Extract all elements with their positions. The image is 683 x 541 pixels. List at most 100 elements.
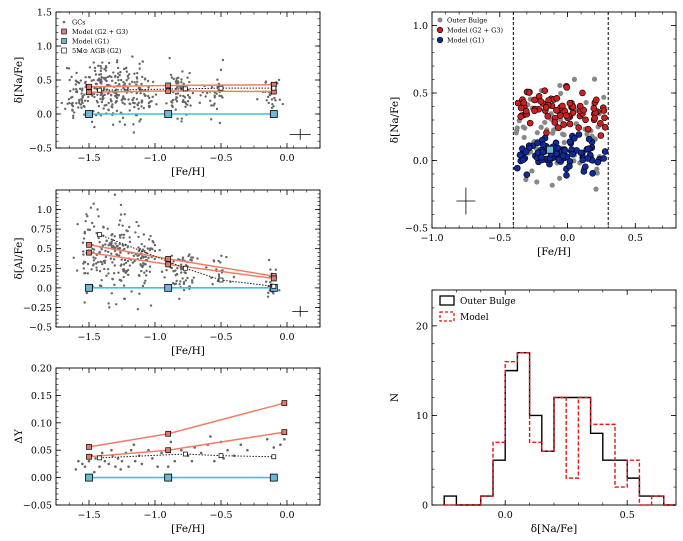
gc-point xyxy=(170,254,174,257)
gc-point xyxy=(91,221,94,225)
outer-bulge-point xyxy=(542,119,548,126)
gc-point xyxy=(103,93,106,97)
gc-point xyxy=(80,89,84,92)
legend-agb-marker xyxy=(61,47,67,54)
outer-bulge-panel: −1.0 −0.5 0.0 0.5−0.50.00.51.0[Fe/H]δ[Na/Fe… xyxy=(389,11,677,258)
gc-point xyxy=(119,251,122,254)
gc-point xyxy=(142,106,146,110)
model-g2g3-marker xyxy=(165,256,172,262)
gc-point xyxy=(140,462,144,466)
gc-point xyxy=(269,268,272,271)
gc-point xyxy=(156,465,159,468)
gc-point xyxy=(178,297,181,301)
gc-point xyxy=(213,102,216,105)
gc-point xyxy=(127,98,130,101)
gc-point xyxy=(126,74,130,78)
outer-bulge-point xyxy=(558,90,564,97)
legend-g1-marker xyxy=(436,36,444,44)
gc-point xyxy=(217,259,220,263)
gc-point xyxy=(143,245,146,248)
gc-point xyxy=(138,62,141,66)
gc-point xyxy=(126,86,130,90)
gc-point xyxy=(186,100,190,103)
gc-point xyxy=(218,94,221,98)
gc-point xyxy=(149,304,153,307)
plot-frame xyxy=(55,367,321,506)
model-g2g3-point xyxy=(560,121,567,128)
gc-point xyxy=(110,252,113,255)
gc-point xyxy=(128,102,132,106)
model-g2g3-point xyxy=(522,107,530,115)
gc-point xyxy=(180,120,183,123)
gc-point xyxy=(123,213,126,216)
gc-point xyxy=(118,236,122,239)
y-tick-label: 0 xyxy=(422,501,428,512)
gc-point xyxy=(118,120,121,123)
gc-point xyxy=(144,94,147,97)
gc-point xyxy=(272,446,276,449)
gc-point xyxy=(182,94,185,98)
gc-point xyxy=(105,79,108,83)
model-g1-marker xyxy=(85,283,93,292)
gc-point xyxy=(182,82,185,86)
gc-point xyxy=(112,272,116,275)
gc-point xyxy=(70,75,73,79)
gc-point xyxy=(181,277,184,280)
gc-point xyxy=(99,93,103,97)
gc-point xyxy=(95,262,98,265)
y-tick-label: 0.10 xyxy=(31,418,52,429)
agb-line xyxy=(99,234,274,287)
gc-point xyxy=(221,96,224,99)
gc-point xyxy=(169,73,173,77)
gc-point xyxy=(151,80,155,84)
gc-point xyxy=(131,98,134,102)
gc-point xyxy=(126,230,129,233)
gc-point xyxy=(270,106,274,110)
gc-point xyxy=(149,234,152,238)
gc-point xyxy=(71,95,74,99)
legend-outer-bulge-label: Outer Bulge xyxy=(460,297,516,307)
gc-point xyxy=(141,255,144,258)
model-g1-point xyxy=(594,158,602,166)
gc-point xyxy=(220,254,223,257)
gc-point xyxy=(84,271,87,275)
gc-point xyxy=(219,261,222,264)
model-g2g3-marker xyxy=(86,241,92,248)
outer-bulge-point xyxy=(534,130,540,136)
agb-marker xyxy=(183,265,188,271)
gc-point xyxy=(98,240,101,244)
gc-point xyxy=(98,73,101,76)
gc-point xyxy=(190,256,193,259)
legend-g2g3-label: Model (G2 + G3) xyxy=(447,27,503,35)
gc-point xyxy=(139,257,143,260)
gc-point xyxy=(92,256,95,259)
gc-point xyxy=(138,292,141,295)
gc-point xyxy=(177,76,180,80)
gc-point xyxy=(129,448,133,452)
gc-point xyxy=(149,100,152,103)
gc-point xyxy=(183,96,187,99)
gc-point xyxy=(113,75,117,78)
legend-g1-marker xyxy=(61,38,67,44)
gc-point xyxy=(150,247,153,250)
gc-point xyxy=(81,95,85,99)
gc-point xyxy=(95,268,99,272)
gc-point xyxy=(110,245,114,249)
gc-point xyxy=(148,105,151,109)
gc-point xyxy=(147,86,150,89)
gc-point xyxy=(174,98,177,101)
gc-point xyxy=(71,108,74,112)
outer-bulge-point xyxy=(560,131,566,137)
agb-marker xyxy=(183,86,188,92)
gc-point xyxy=(103,67,106,71)
gc-point xyxy=(173,459,177,463)
gc-point xyxy=(119,468,122,471)
gc-point xyxy=(191,91,195,95)
gc-point xyxy=(175,96,179,99)
gc-point xyxy=(100,67,103,70)
gc-point xyxy=(98,465,101,468)
gc-point xyxy=(96,208,99,211)
outer-bulge-point xyxy=(571,76,578,82)
model-g2g3-marker xyxy=(86,89,92,96)
gc-point xyxy=(95,266,98,269)
